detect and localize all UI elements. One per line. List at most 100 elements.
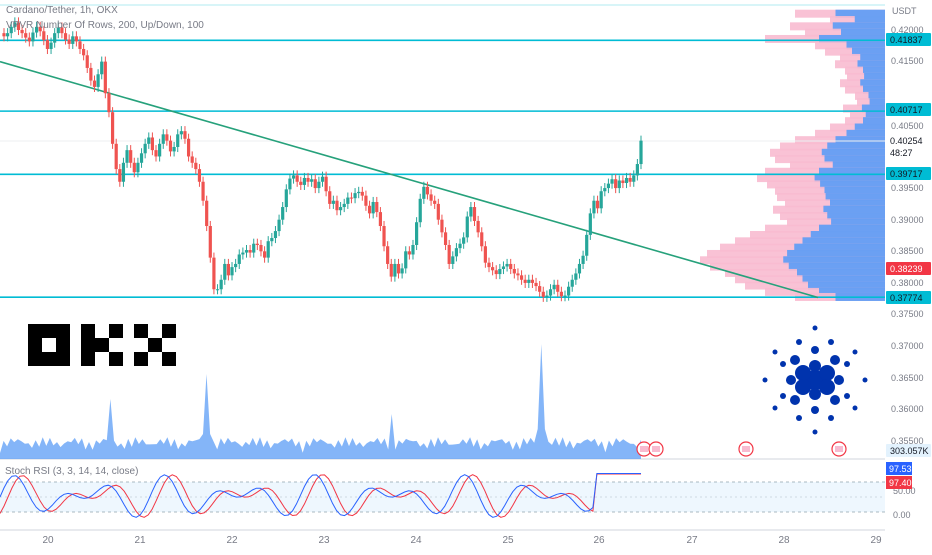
stoch-badge-d[interactable] bbox=[886, 476, 912, 489]
candle-body[interactable] bbox=[480, 232, 484, 247]
candle-body[interactable] bbox=[335, 200, 339, 211]
candle-body[interactable] bbox=[306, 177, 310, 182]
candle-body[interactable] bbox=[624, 177, 629, 184]
candle-body[interactable] bbox=[150, 137, 154, 151]
candle-body[interactable] bbox=[396, 263, 401, 274]
candle-body[interactable] bbox=[375, 201, 379, 213]
candle-body[interactable] bbox=[491, 267, 495, 271]
candle-body[interactable] bbox=[519, 275, 524, 280]
candle-body[interactable] bbox=[509, 263, 513, 270]
candle-body[interactable] bbox=[237, 254, 241, 264]
candle-body[interactable] bbox=[505, 263, 509, 267]
candle-body[interactable] bbox=[291, 175, 296, 179]
candle-body[interactable] bbox=[472, 207, 477, 221]
candle-body[interactable] bbox=[16, 22, 21, 30]
candle-body[interactable] bbox=[407, 251, 411, 255]
candle-body[interactable] bbox=[574, 273, 578, 280]
candle-body[interactable] bbox=[425, 186, 430, 195]
candle-body[interactable] bbox=[378, 212, 383, 227]
candle-body[interactable] bbox=[559, 291, 563, 297]
price-badge-level[interactable] bbox=[886, 291, 931, 304]
candle-body[interactable] bbox=[244, 250, 249, 253]
candle-body[interactable] bbox=[56, 27, 60, 34]
candle-body[interactable] bbox=[606, 183, 611, 189]
candle-body[interactable] bbox=[621, 180, 625, 184]
candle-body[interactable] bbox=[179, 131, 183, 135]
candle-body[interactable] bbox=[632, 175, 636, 182]
candle-body[interactable] bbox=[60, 27, 64, 34]
event-flags[interactable] bbox=[636, 441, 847, 457]
candle-body[interactable] bbox=[31, 32, 35, 42]
candle-body[interactable] bbox=[527, 279, 531, 283]
candle-body[interactable] bbox=[2, 33, 6, 37]
candle-body[interactable] bbox=[208, 226, 212, 258]
candle-body[interactable] bbox=[592, 200, 596, 214]
stoch-rsi-pane[interactable] bbox=[0, 473, 885, 518]
candle-body[interactable] bbox=[49, 42, 53, 49]
candle-body[interactable] bbox=[400, 268, 404, 274]
candle-body[interactable] bbox=[27, 37, 31, 42]
descending-trendline[interactable] bbox=[0, 60, 819, 299]
candle-body[interactable] bbox=[299, 181, 303, 185]
candle-body[interactable] bbox=[85, 55, 89, 68]
candle-body[interactable] bbox=[313, 179, 317, 189]
candle-body[interactable] bbox=[13, 22, 17, 27]
candle-body[interactable] bbox=[436, 203, 440, 220]
candle-body[interactable] bbox=[82, 48, 86, 56]
candle-body[interactable] bbox=[226, 263, 230, 276]
candle-body[interactable] bbox=[183, 131, 187, 139]
candle-body[interactable] bbox=[139, 153, 144, 163]
candle-body[interactable] bbox=[78, 41, 82, 49]
candle-body[interactable] bbox=[45, 40, 50, 49]
candle-body[interactable] bbox=[121, 162, 126, 182]
candle-body[interactable] bbox=[498, 269, 502, 275]
candle-body[interactable] bbox=[270, 238, 274, 242]
candle-body[interactable] bbox=[516, 273, 520, 276]
candle-body[interactable] bbox=[20, 30, 24, 34]
candle-body[interactable] bbox=[266, 241, 270, 258]
candle-body[interactable] bbox=[563, 295, 567, 297]
candle-body[interactable] bbox=[512, 269, 516, 274]
candle-body[interactable] bbox=[454, 248, 459, 257]
candle-body[interactable] bbox=[132, 162, 136, 173]
candle-body[interactable] bbox=[639, 140, 643, 165]
candle-body[interactable] bbox=[628, 177, 632, 182]
candle-body[interactable] bbox=[447, 244, 451, 264]
candle-body[interactable] bbox=[433, 200, 437, 204]
trendline[interactable] bbox=[0, 60, 819, 299]
candle-body[interactable] bbox=[588, 213, 592, 235]
price-axis[interactable]: USDT 0.42000 0.41500 0.40500 0.39500 0.39000 0… bbox=[885, 0, 932, 550]
candle-body[interactable] bbox=[143, 143, 147, 154]
candle-body[interactable] bbox=[371, 201, 375, 214]
stoch-d-line[interactable] bbox=[0, 473, 641, 518]
candle-body[interactable] bbox=[411, 244, 415, 255]
candle-body[interactable] bbox=[483, 246, 487, 263]
candle-body[interactable] bbox=[259, 244, 263, 252]
candle-body[interactable] bbox=[201, 181, 205, 201]
candle-body[interactable] bbox=[118, 169, 122, 182]
candle-body[interactable] bbox=[147, 137, 151, 144]
candle-body[interactable] bbox=[349, 197, 354, 199]
candle-body[interactable] bbox=[360, 191, 364, 196]
candle-body[interactable] bbox=[382, 226, 386, 247]
candle-body[interactable] bbox=[310, 179, 314, 182]
candle-body[interactable] bbox=[53, 33, 57, 43]
candle-body[interactable] bbox=[501, 266, 506, 270]
candle-body[interactable] bbox=[577, 263, 582, 274]
candle-body[interactable] bbox=[158, 143, 162, 157]
candle-body[interactable] bbox=[67, 39, 71, 44]
candle-body[interactable] bbox=[342, 203, 346, 208]
candle-body[interactable] bbox=[223, 263, 227, 280]
candle-body[interactable] bbox=[34, 26, 39, 33]
candle-body[interactable] bbox=[523, 279, 527, 283]
candle-body[interactable] bbox=[440, 219, 444, 233]
price-badge-last[interactable] bbox=[886, 134, 931, 147]
candle-body[interactable] bbox=[567, 286, 571, 296]
candle-body[interactable] bbox=[273, 231, 278, 239]
candle-body[interactable] bbox=[255, 243, 259, 245]
candle-body[interactable] bbox=[386, 246, 390, 264]
candle-body[interactable] bbox=[462, 237, 466, 244]
candle-body[interactable] bbox=[614, 179, 618, 189]
candle-body[interactable] bbox=[357, 191, 361, 194]
candle-body[interactable] bbox=[129, 150, 133, 163]
